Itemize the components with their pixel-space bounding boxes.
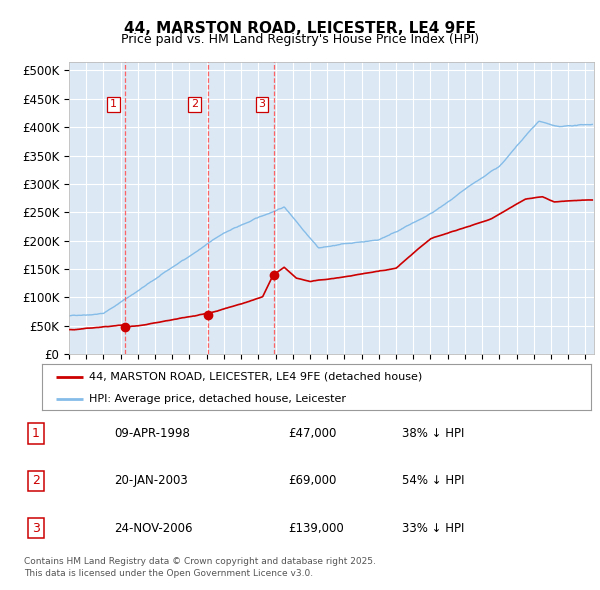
- Text: 24-NOV-2006: 24-NOV-2006: [114, 522, 193, 535]
- Text: 54% ↓ HPI: 54% ↓ HPI: [402, 474, 464, 487]
- Text: Price paid vs. HM Land Registry's House Price Index (HPI): Price paid vs. HM Land Registry's House …: [121, 33, 479, 46]
- Text: Contains HM Land Registry data © Crown copyright and database right 2025.
This d: Contains HM Land Registry data © Crown c…: [24, 557, 376, 578]
- Text: £69,000: £69,000: [288, 474, 337, 487]
- Text: 3: 3: [32, 522, 40, 535]
- Text: 2: 2: [32, 474, 40, 487]
- Text: 38% ↓ HPI: 38% ↓ HPI: [402, 427, 464, 440]
- Text: 44, MARSTON ROAD, LEICESTER, LE4 9FE (detached house): 44, MARSTON ROAD, LEICESTER, LE4 9FE (de…: [89, 372, 422, 382]
- Text: 3: 3: [258, 100, 265, 110]
- Text: £47,000: £47,000: [288, 427, 337, 440]
- Text: 1: 1: [32, 427, 40, 440]
- Text: 33% ↓ HPI: 33% ↓ HPI: [402, 522, 464, 535]
- Text: 44, MARSTON ROAD, LEICESTER, LE4 9FE: 44, MARSTON ROAD, LEICESTER, LE4 9FE: [124, 21, 476, 35]
- Text: 09-APR-1998: 09-APR-1998: [114, 427, 190, 440]
- Text: HPI: Average price, detached house, Leicester: HPI: Average price, detached house, Leic…: [89, 394, 346, 404]
- Text: £139,000: £139,000: [288, 522, 344, 535]
- Text: 1: 1: [110, 100, 117, 110]
- Text: 2: 2: [191, 100, 198, 110]
- Text: 20-JAN-2003: 20-JAN-2003: [114, 474, 188, 487]
